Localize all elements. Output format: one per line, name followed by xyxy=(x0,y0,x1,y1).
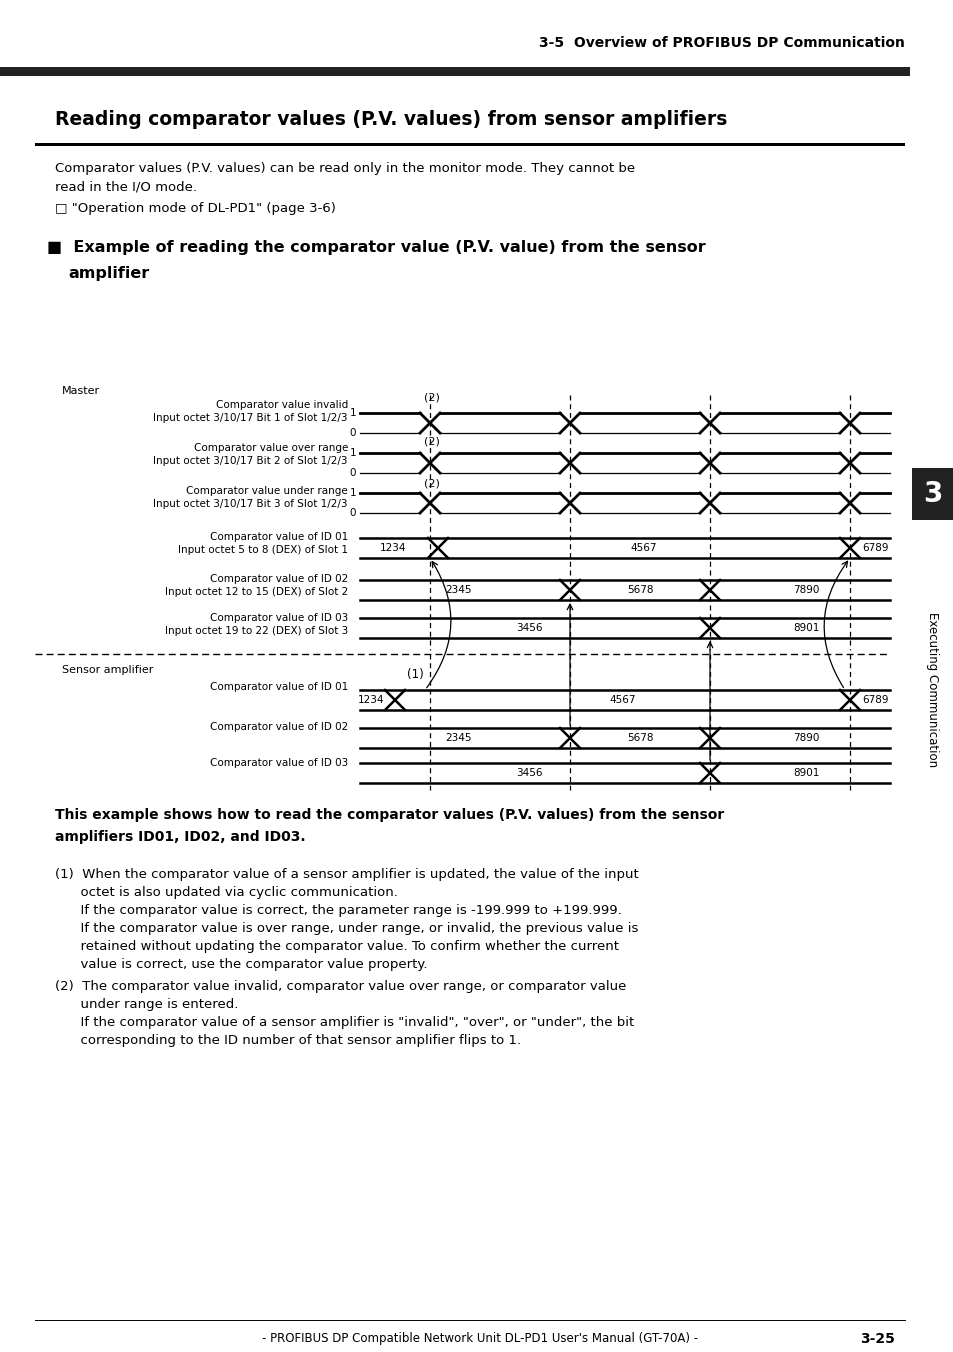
Text: (1)  When the comparator value of a sensor amplifier is updated, the value of th: (1) When the comparator value of a senso… xyxy=(55,868,639,882)
Text: Input octet 19 to 22 (DEX) of Slot 3: Input octet 19 to 22 (DEX) of Slot 3 xyxy=(165,626,348,635)
Text: 0: 0 xyxy=(349,468,355,479)
Text: (1): (1) xyxy=(406,668,423,681)
Text: Comparator value under range: Comparator value under range xyxy=(186,485,348,496)
Text: 7890: 7890 xyxy=(792,733,819,744)
Text: 1234: 1234 xyxy=(380,544,406,553)
Text: (2): (2) xyxy=(424,479,439,489)
Text: 0: 0 xyxy=(349,429,355,438)
Text: Comparator value of ID 02: Comparator value of ID 02 xyxy=(210,722,348,731)
Text: corresponding to the ID number of that sensor amplifier flips to 1.: corresponding to the ID number of that s… xyxy=(55,1034,520,1046)
Text: If the comparator value is over range, under range, or invalid, the previous val: If the comparator value is over range, u… xyxy=(55,922,638,936)
Text: Reading comparator values (P.V. values) from sensor amplifiers: Reading comparator values (P.V. values) … xyxy=(55,110,726,128)
Text: (2): (2) xyxy=(424,435,439,446)
Text: 1: 1 xyxy=(349,488,355,498)
Text: 5678: 5678 xyxy=(626,585,653,595)
Text: 1: 1 xyxy=(349,448,355,458)
Text: (2)  The comparator value invalid, comparator value over range, or comparator va: (2) The comparator value invalid, compar… xyxy=(55,980,626,992)
Text: This example shows how to read the comparator values (P.V. values) from the sens: This example shows how to read the compa… xyxy=(55,808,723,822)
Text: ■  Example of reading the comparator value (P.V. value) from the sensor: ■ Example of reading the comparator valu… xyxy=(47,241,705,256)
Text: 6789: 6789 xyxy=(862,544,888,553)
Text: value is correct, use the comparator value property.: value is correct, use the comparator val… xyxy=(55,959,427,971)
Text: 3-5  Overview of PROFIBUS DP Communication: 3-5 Overview of PROFIBUS DP Communicatio… xyxy=(538,37,904,50)
Text: If the comparator value is correct, the parameter range is -199.999 to +199.999.: If the comparator value is correct, the … xyxy=(55,904,621,917)
Text: 3: 3 xyxy=(923,480,942,508)
Text: Comparator value of ID 01: Comparator value of ID 01 xyxy=(210,681,348,692)
Text: 3456: 3456 xyxy=(516,623,541,633)
Text: 2345: 2345 xyxy=(445,733,472,744)
Text: (2): (2) xyxy=(424,393,439,403)
Text: amplifier: amplifier xyxy=(68,266,149,281)
Text: under range is entered.: under range is entered. xyxy=(55,998,238,1011)
Text: 4567: 4567 xyxy=(609,695,635,704)
Text: 4567: 4567 xyxy=(630,544,656,553)
Text: 5678: 5678 xyxy=(626,733,653,744)
Text: Executing Communication: Executing Communication xyxy=(925,612,939,768)
Text: Input octet 5 to 8 (DEX) of Slot 1: Input octet 5 to 8 (DEX) of Slot 1 xyxy=(178,545,348,556)
Text: 8901: 8901 xyxy=(792,623,819,633)
Text: Input octet 3/10/17 Bit 1 of Slot 1/2/3: Input octet 3/10/17 Bit 1 of Slot 1/2/3 xyxy=(153,412,348,423)
Text: Comparator value of ID 03: Comparator value of ID 03 xyxy=(210,758,348,768)
Text: Comparator value over range: Comparator value over range xyxy=(193,443,348,453)
Bar xyxy=(0,68,909,76)
Text: retained without updating the comparator value. To confirm whether the current: retained without updating the comparator… xyxy=(55,940,618,953)
Text: □ "Operation mode of DL-PD1" (page 3-6): □ "Operation mode of DL-PD1" (page 3-6) xyxy=(55,201,335,215)
Text: Comparator values (P.V. values) can be read only in the monitor mode. They canno: Comparator values (P.V. values) can be r… xyxy=(55,162,635,174)
Text: If the comparator value of a sensor amplifier is "invalid", "over", or "under", : If the comparator value of a sensor ampl… xyxy=(55,1015,634,1029)
Text: Sensor amplifier: Sensor amplifier xyxy=(62,665,153,675)
Text: octet is also updated via cyclic communication.: octet is also updated via cyclic communi… xyxy=(55,886,397,899)
Text: amplifiers ID01, ID02, and ID03.: amplifiers ID01, ID02, and ID03. xyxy=(55,830,305,844)
Text: 7890: 7890 xyxy=(792,585,819,595)
Text: Input octet 12 to 15 (DEX) of Slot 2: Input octet 12 to 15 (DEX) of Slot 2 xyxy=(165,587,348,598)
Text: - PROFIBUS DP Compatible Network Unit DL-PD1 User's Manual (GT-70A) -: - PROFIBUS DP Compatible Network Unit DL… xyxy=(262,1332,698,1345)
Bar xyxy=(911,468,953,521)
Text: Input octet 3/10/17 Bit 2 of Slot 1/2/3: Input octet 3/10/17 Bit 2 of Slot 1/2/3 xyxy=(153,456,348,466)
Text: Comparator value of ID 02: Comparator value of ID 02 xyxy=(210,575,348,584)
Text: Master: Master xyxy=(62,387,100,396)
Text: 1234: 1234 xyxy=(358,695,384,704)
Text: Comparator value invalid: Comparator value invalid xyxy=(215,400,348,410)
Text: 3456: 3456 xyxy=(516,768,541,777)
Text: 8901: 8901 xyxy=(792,768,819,777)
Text: Input octet 3/10/17 Bit 3 of Slot 1/2/3: Input octet 3/10/17 Bit 3 of Slot 1/2/3 xyxy=(153,499,348,508)
Text: Comparator value of ID 03: Comparator value of ID 03 xyxy=(210,612,348,623)
Text: 3-25: 3-25 xyxy=(860,1332,894,1347)
Text: 1: 1 xyxy=(349,408,355,418)
Bar xyxy=(35,143,904,146)
Text: Comparator value of ID 01: Comparator value of ID 01 xyxy=(210,531,348,542)
Text: 6789: 6789 xyxy=(862,695,888,704)
Text: 2345: 2345 xyxy=(445,585,472,595)
Text: read in the I/O mode.: read in the I/O mode. xyxy=(55,181,196,193)
Text: 0: 0 xyxy=(349,508,355,518)
